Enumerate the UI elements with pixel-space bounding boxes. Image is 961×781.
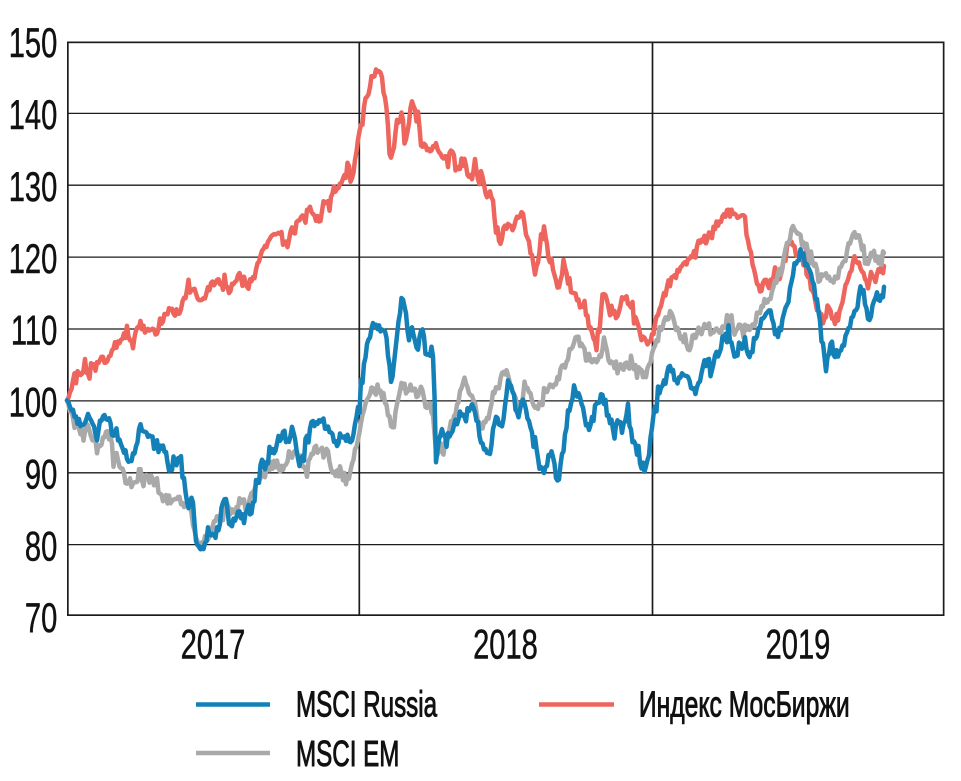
svg-text:80: 80 [25,522,57,570]
svg-text:130: 130 [9,163,58,211]
svg-text:2018: 2018 [473,620,538,668]
svg-text:2017: 2017 [181,620,246,668]
svg-text:110: 110 [11,306,57,354]
svg-text:100: 100 [9,378,58,426]
svg-text:Индекс МосБиржи: Индекс МосБиржи [639,684,850,725]
svg-text:70: 70 [25,594,57,642]
svg-text:140: 140 [9,91,58,139]
svg-text:MSCI EM: MSCI EM [296,734,399,774]
svg-text:MSCI Russia: MSCI Russia [296,685,438,725]
svg-text:150: 150 [9,19,58,67]
svg-text:2019: 2019 [766,620,831,668]
svg-text:90: 90 [25,450,57,498]
svg-text:120: 120 [9,234,58,282]
